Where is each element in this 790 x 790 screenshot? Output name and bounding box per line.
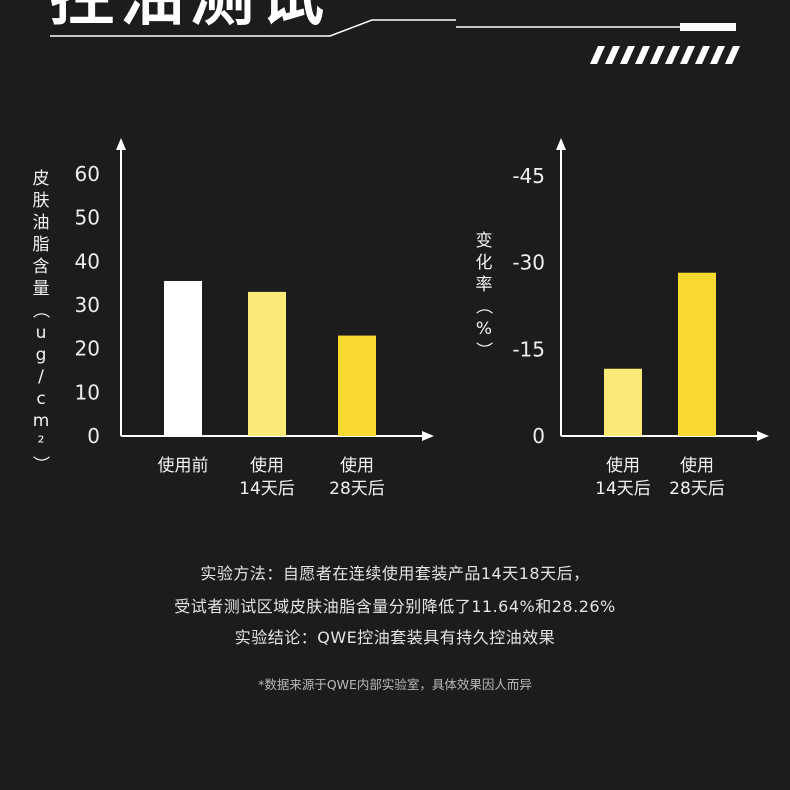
header-stripe — [605, 46, 620, 64]
header-rule-block — [680, 23, 736, 31]
x-tick-label: 使用 — [606, 455, 640, 476]
data-source-footnote: *数据来源于QWE内部实验室，具体效果因人而异 — [258, 677, 532, 692]
header-decoration — [50, 19, 740, 64]
y-tick-label: 60 — [75, 162, 100, 186]
y-tick-label: 30 — [75, 293, 100, 317]
y-tick-label: 10 — [75, 380, 100, 404]
y-axis-label-char: 肤 — [33, 191, 50, 211]
y-axis-label-char: 油 — [33, 213, 50, 233]
x-tick-label: 使用 — [340, 455, 374, 476]
x-axis-arrow — [422, 431, 434, 441]
y-axis-label-char: 量 — [33, 279, 50, 299]
y-axis-label-char: % — [476, 319, 492, 339]
y-axis-label-char: u — [36, 323, 47, 343]
x-tick-label: 使用 — [680, 455, 714, 476]
change-rate-chart: 0 -15 -30 -45 变化率 （% ） 使用 14天后 使用 28天后 — [473, 138, 769, 499]
x-tick-label: 14天后 — [595, 479, 651, 499]
y-tick-label: -45 — [512, 164, 545, 188]
y-tick-label: -30 — [512, 251, 545, 275]
bar — [248, 291, 286, 436]
method-note: 实验方法：自愿者在连续使用套装产品14天18天后， — [200, 564, 590, 583]
x-tick-label: 28天后 — [329, 479, 385, 499]
y-axis-label-char: ² — [38, 433, 45, 453]
y-axis-label-char: c — [36, 389, 45, 409]
x-tick-label: 使用前 — [158, 455, 209, 476]
y-tick-label: -15 — [512, 337, 545, 361]
y-axis-label-char: ） — [473, 342, 493, 359]
y-tick-label: 40 — [75, 249, 100, 273]
x-tick-label: 14天后 — [239, 479, 295, 499]
header-stripe — [725, 46, 740, 64]
y-axis-label-char: 率 — [476, 275, 493, 295]
header-stripe — [635, 46, 650, 64]
result-note: 受试者测试区域皮肤油脂含量分别降低了11.64%和28.26% — [174, 597, 616, 616]
y-axis-label-char: / — [38, 367, 44, 387]
y-axis-label-char: m — [33, 411, 50, 431]
page-title: 控油测试 — [50, 0, 330, 30]
header-stripe — [590, 46, 605, 64]
y-axis-label-char: （ — [473, 298, 493, 315]
bar — [338, 335, 376, 436]
header-stripe — [650, 46, 665, 64]
header-stripe — [695, 46, 710, 64]
y-axis-label-char: 化 — [476, 253, 493, 273]
y-axis-label-char: g — [36, 345, 47, 365]
y-axis-label-char: ） — [30, 456, 50, 473]
bar — [678, 272, 716, 436]
y-axis-label-char: 含 — [33, 257, 50, 277]
bar — [604, 368, 642, 436]
y-tick-label: 0 — [87, 424, 100, 448]
y-tick-label: 50 — [75, 206, 100, 230]
y-axis-label-char: 变 — [476, 231, 493, 251]
x-tick-label: 使用 — [250, 455, 284, 476]
header-stripe — [680, 46, 695, 64]
y-tick-label: 0 — [532, 424, 545, 448]
y-axis-arrow — [116, 138, 126, 150]
y-axis-label-char: 皮 — [33, 169, 50, 189]
oil-content-chart: 0 10 20 30 40 50 60 皮肤油脂含量 （ ug/cm² ） 使用前 使用 14天后 使用 28… — [30, 138, 434, 499]
header-stripe — [710, 46, 725, 64]
y-axis-arrow — [556, 138, 566, 150]
header-stripe — [665, 46, 680, 64]
header-stripe — [620, 46, 635, 64]
x-axis-arrow — [757, 431, 769, 441]
header-rule-line — [50, 19, 456, 37]
conclusion-note: 实验结论：QWE控油套装具有持久控油效果 — [234, 628, 556, 647]
y-axis-label-char: （ — [30, 302, 50, 319]
x-tick-label: 28天后 — [669, 479, 725, 499]
y-axis-label-char: 脂 — [33, 235, 50, 255]
y-tick-label: 20 — [75, 337, 100, 361]
header-stripes — [590, 46, 740, 64]
bar — [164, 280, 202, 436]
